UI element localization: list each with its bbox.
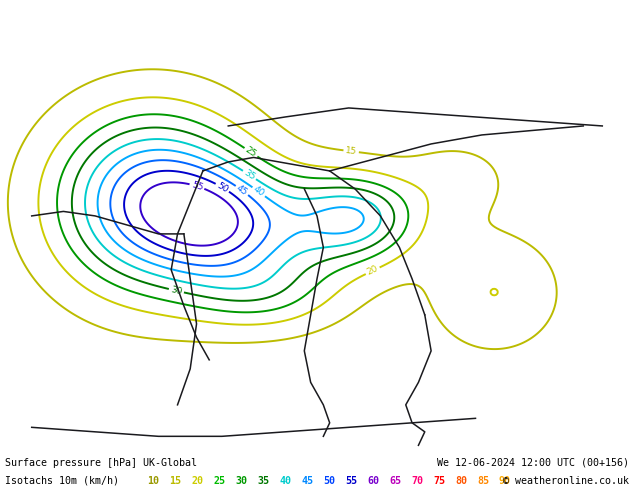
- Text: 30: 30: [235, 476, 247, 486]
- Text: 45: 45: [301, 476, 313, 486]
- Text: 55: 55: [345, 476, 357, 486]
- Text: 35: 35: [242, 168, 257, 182]
- Text: 65: 65: [389, 476, 401, 486]
- Text: 55: 55: [190, 180, 204, 192]
- Text: 60: 60: [367, 476, 379, 486]
- Text: Surface pressure [hPa] UK-Global: Surface pressure [hPa] UK-Global: [5, 458, 197, 468]
- Text: We 12-06-2024 12:00 UTC (00+156): We 12-06-2024 12:00 UTC (00+156): [437, 458, 629, 468]
- Text: 40: 40: [252, 185, 266, 199]
- Text: 10: 10: [147, 476, 159, 486]
- Text: 70: 70: [411, 476, 423, 486]
- Text: 15: 15: [345, 146, 358, 156]
- Text: 45: 45: [235, 183, 249, 197]
- Text: 25: 25: [213, 476, 225, 486]
- Text: 85: 85: [477, 476, 489, 486]
- Text: Isotachs 10m (km/h): Isotachs 10m (km/h): [5, 476, 119, 486]
- Text: 35: 35: [257, 476, 269, 486]
- Text: 50: 50: [215, 181, 230, 195]
- Text: © weatheronline.co.uk: © weatheronline.co.uk: [503, 476, 629, 486]
- Text: 20: 20: [366, 264, 380, 277]
- Text: 80: 80: [455, 476, 467, 486]
- Text: 30: 30: [170, 285, 183, 296]
- Text: 75: 75: [433, 476, 445, 486]
- Text: 40: 40: [279, 476, 291, 486]
- Text: 15: 15: [169, 476, 181, 486]
- Text: 50: 50: [323, 476, 335, 486]
- Text: 20: 20: [191, 476, 203, 486]
- Text: 90: 90: [499, 476, 511, 486]
- Text: 25: 25: [243, 146, 258, 159]
